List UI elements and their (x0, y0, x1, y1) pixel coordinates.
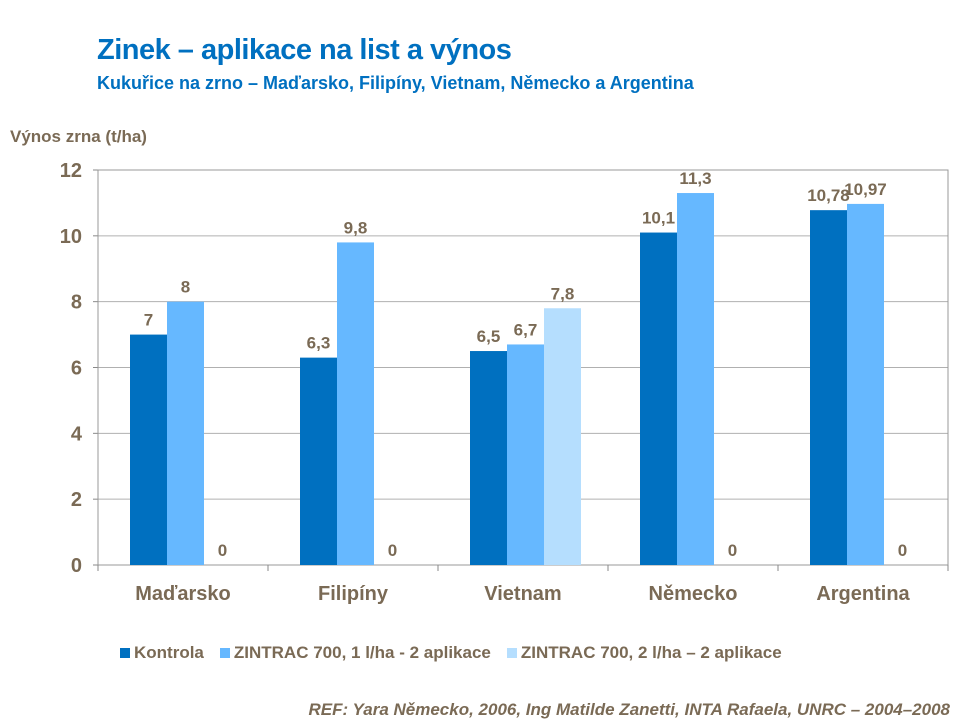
y-tick-label: 6 (71, 358, 82, 380)
y-tick-label: 12 (60, 160, 82, 182)
y-tick-label: 10 (60, 226, 82, 248)
x-tick-label: Německo (649, 583, 738, 605)
y-tick-label: 0 (71, 555, 82, 577)
data-label: 10,78 (807, 186, 850, 205)
reference-note: REF: Yara Německo, 2006, Ing Matilde Zan… (308, 700, 950, 719)
data-label: 0 (218, 541, 227, 560)
bar (130, 334, 167, 565)
data-label: 0 (728, 541, 737, 560)
y-tick-label: 8 (71, 292, 82, 314)
bar (167, 301, 204, 565)
x-tick-label: Argentina (816, 583, 910, 605)
bar (847, 203, 884, 565)
data-label: 10,1 (642, 209, 675, 228)
bar (640, 232, 677, 565)
bar (544, 308, 581, 565)
data-label: 8 (181, 278, 190, 297)
data-label: 0 (898, 541, 907, 560)
legend-swatch (506, 648, 517, 658)
bar (507, 344, 544, 565)
data-label: 6,3 (307, 334, 331, 353)
data-label: 6,5 (477, 327, 501, 346)
legend-label: Kontrola (134, 643, 204, 662)
data-label: 6,7 (514, 320, 538, 339)
bar (337, 242, 374, 565)
bar (300, 357, 337, 565)
legend-item-kontrola: Kontrola (120, 643, 204, 663)
bar (470, 351, 507, 565)
legend-label: ZINTRAC 700, 2 l/ha – 2 aplikace (520, 643, 782, 662)
chart-title: Zinek – aplikace na list a výnos (97, 34, 512, 66)
data-label: 9,8 (344, 218, 368, 237)
chart-subtitle: Kukuřice na zrno – Maďarsko, Filipíny, V… (97, 73, 694, 93)
legend-item-zintrac-1: ZINTRAC 700, 1 l/ha - 2 aplikace (219, 643, 491, 663)
data-label: 10,97 (844, 180, 887, 199)
x-tick-label: Maďarsko (135, 583, 231, 605)
data-label: 7 (144, 311, 153, 330)
legend-swatch (120, 648, 130, 658)
y-tick-label: 4 (71, 423, 83, 445)
y-tick-label: 2 (71, 489, 82, 511)
legend: Kontrola ZINTRAC 700, 1 l/ha - 2 aplikac… (120, 643, 782, 663)
bar (810, 210, 847, 566)
legend-label: ZINTRAC 700, 1 l/ha - 2 aplikace (233, 643, 491, 662)
x-tick-label: Filipíny (318, 583, 389, 605)
x-tick-label: Vietnam (484, 583, 561, 605)
legend-swatch (219, 648, 230, 658)
data-label: 0 (388, 541, 397, 560)
bar (677, 193, 714, 565)
data-label: 7,8 (551, 284, 575, 303)
legend-item-zintrac-2: ZINTRAC 700, 2 l/ha – 2 aplikace (506, 643, 782, 663)
data-label: 11,3 (679, 169, 711, 188)
y-axis-label: Výnos zrna (t/ha) (10, 127, 147, 146)
